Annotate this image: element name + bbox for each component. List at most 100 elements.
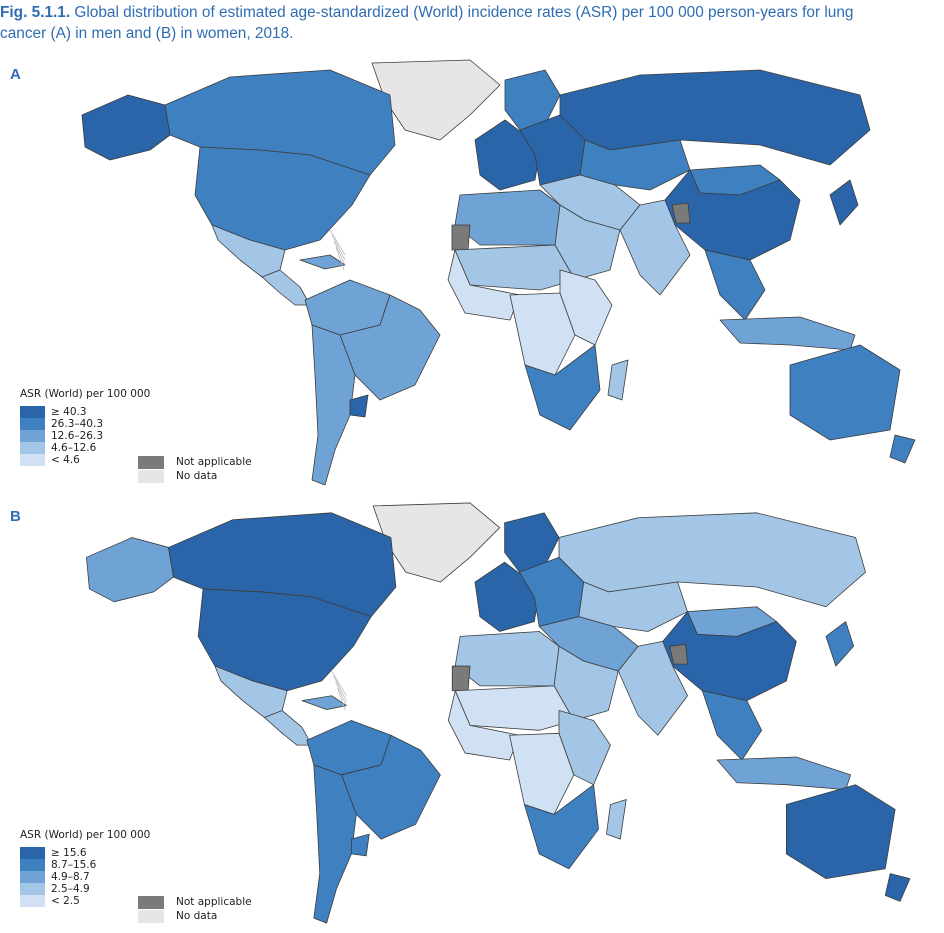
legend-b-not-applicable: Not applicable xyxy=(176,896,252,908)
world-map-b xyxy=(86,502,911,924)
region-sahara-b xyxy=(454,685,575,731)
region-western-sahara-b xyxy=(451,665,471,692)
legend-a-class-4: 4.6–12.6 xyxy=(20,442,150,454)
legend-a-label-3: 12.6–26.3 xyxy=(51,430,104,442)
caribbean-leader-line xyxy=(331,670,347,696)
region-australia-b xyxy=(785,784,896,880)
region-central-africa-a xyxy=(509,292,576,376)
region-southeast-asia-a xyxy=(704,249,766,321)
region-caribbean-b xyxy=(301,695,347,710)
region-north-africa-a xyxy=(454,189,561,246)
legend-b-class-4: 2.5–4.9 xyxy=(20,883,150,895)
region-uruguay-b xyxy=(350,833,370,857)
caribbean-leader-line xyxy=(337,687,346,711)
region-central-africa-b xyxy=(509,732,575,815)
region-new-zealand-a xyxy=(889,434,916,464)
region-western-sahara-a xyxy=(451,224,471,251)
legend-a-label-5: < 4.6 xyxy=(51,454,80,466)
legend-b-swatch-2 xyxy=(20,859,45,871)
legend-b-label-2: 8.7–15.6 xyxy=(51,859,97,871)
region-india-b xyxy=(617,640,688,736)
legend-b-class-1: ≥ 15.6 xyxy=(20,847,150,859)
legend-a-extra: Not applicable No data xyxy=(138,455,252,483)
region-new-zealand-b xyxy=(884,873,911,902)
caption-line-2: cancer (A) in men and (B) in women, 2018… xyxy=(0,25,294,42)
caribbean-leader-line xyxy=(333,240,346,266)
legend-b-no-data: No data xyxy=(176,910,218,922)
legend-a-label-1: ≥ 40.3 xyxy=(51,406,87,418)
legend-b-swatch-1 xyxy=(20,847,45,859)
region-brazil-b xyxy=(341,734,441,840)
legend-b-title: ASR (World) per 100 000 xyxy=(20,829,151,841)
caribbean-leader-line xyxy=(335,681,347,706)
legend-a-label-2: 26.3–40.3 xyxy=(51,418,104,430)
region-south-america-south-a xyxy=(311,324,356,486)
caption-line-1: Global distribution of estimated age-sta… xyxy=(70,4,854,21)
region-caribbean-a xyxy=(299,254,346,270)
region-madagascar-b xyxy=(606,799,627,840)
region-japan-a xyxy=(829,179,859,226)
panel-b: B ASR (World) per 100 000 ≥ 15.6 8.7–15.… xyxy=(0,490,944,933)
region-north-africa-b xyxy=(454,631,560,687)
region-brazil-a xyxy=(339,294,441,401)
region-west-africa-b xyxy=(447,690,520,761)
region-west-africa-a xyxy=(447,249,521,321)
panel-b-label: B xyxy=(10,508,21,525)
legend-a-swatch-4 xyxy=(20,442,45,454)
region-indonesia-a xyxy=(719,316,856,351)
legend-b-no-data-swatch xyxy=(138,909,164,923)
legend-b-label-4: 2.5–4.9 xyxy=(51,883,90,895)
region-madagascar-a xyxy=(607,359,629,401)
region-uruguay-a xyxy=(349,394,369,418)
region-indonesia-b xyxy=(716,756,852,791)
region-russia-b xyxy=(558,512,866,608)
region-india-a xyxy=(619,199,691,296)
legend-b: ASR (World) per 100 000 ≥ 15.6 8.7–15.6 … xyxy=(20,829,150,907)
region-usa-b xyxy=(197,588,372,692)
region-southern-africa-b xyxy=(524,784,599,870)
region-alaska-b xyxy=(86,537,174,603)
legend-b-swatch-4 xyxy=(20,883,45,895)
region-australia-a xyxy=(789,344,901,441)
legend-a-not-applicable-swatch xyxy=(138,455,164,469)
caribbean-leader-line xyxy=(335,246,345,271)
region-central-america-a xyxy=(261,269,311,306)
legend-a-class-2: 26.3–40.3 xyxy=(20,418,150,430)
legend-a-class-5: < 4.6 xyxy=(20,454,150,466)
panel-a: A ASR (World) per 100 000 ≥ 40.3 26.3–40… xyxy=(10,59,916,486)
region-southeast-asia-b xyxy=(701,690,763,761)
legend-a-class-1: ≥ 40.3 xyxy=(20,406,150,418)
region-alaska-a xyxy=(81,94,171,161)
legend-b-class-3: 4.9–8.7 xyxy=(20,871,150,883)
legend-b-class-2: 8.7–15.6 xyxy=(20,859,150,871)
caribbean-leader-line xyxy=(329,229,346,256)
legend-b-label-1: ≥ 15.6 xyxy=(51,847,87,859)
region-south-america-south-b xyxy=(313,764,357,924)
legend-a-swatch-3 xyxy=(20,430,45,442)
legend-a-label-4: 4.6–12.6 xyxy=(51,442,97,454)
legend-a-swatch-5 xyxy=(20,454,45,466)
panel-a-label: A xyxy=(10,66,21,83)
legend-a: ASR (World) per 100 000 ≥ 40.3 26.3–40.3… xyxy=(20,388,150,466)
legend-b-label-5: < 2.5 xyxy=(51,895,80,907)
legend-b-label-3: 4.9–8.7 xyxy=(51,871,90,883)
legend-b-extra: Not applicable No data xyxy=(138,895,252,923)
region-sahara-a xyxy=(454,244,576,291)
region-usa-a xyxy=(194,146,371,251)
region-japan-b xyxy=(825,621,855,667)
region-kashmir-a xyxy=(671,202,691,224)
caribbean-leader-line xyxy=(333,675,347,701)
legend-b-not-applicable-swatch xyxy=(138,895,164,909)
figure-number: Fig. 5.1.1. xyxy=(0,4,71,21)
legend-a-title: ASR (World) per 100 000 xyxy=(20,388,151,400)
region-russia-a xyxy=(559,69,871,166)
legend-a-swatch-2 xyxy=(20,418,45,430)
legend-b-swatch-5 xyxy=(20,895,45,907)
legend-b-class-5: < 2.5 xyxy=(20,895,150,907)
legend-a-class-3: 12.6–26.3 xyxy=(20,430,150,442)
world-map-a xyxy=(81,59,916,486)
caribbean-leader-line xyxy=(331,234,346,261)
region-central-america-b xyxy=(263,710,313,746)
legend-a-no-data-swatch xyxy=(138,469,164,483)
legend-a-no-data: No data xyxy=(176,470,218,482)
